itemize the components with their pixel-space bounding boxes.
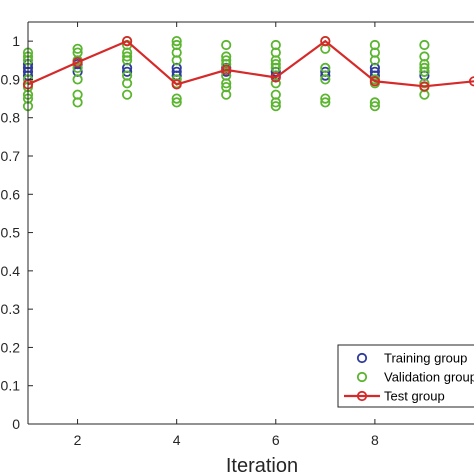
data-point bbox=[419, 78, 430, 89]
data-point bbox=[171, 93, 182, 104]
axes bbox=[27, 21, 474, 425]
data-point bbox=[72, 97, 83, 108]
test-group-line bbox=[27, 39, 474, 88]
data-point bbox=[320, 97, 331, 108]
data-point bbox=[72, 57, 83, 68]
data-point bbox=[419, 62, 430, 74]
data-point bbox=[221, 55, 232, 66]
legend: Training group Validation group Test group bbox=[337, 344, 474, 408]
y-tick-label: 0.9 bbox=[1, 71, 21, 87]
data-point bbox=[270, 62, 281, 74]
y-tick-label: 0.4 bbox=[1, 263, 21, 279]
data-point bbox=[320, 62, 331, 74]
legend-marker bbox=[356, 352, 368, 364]
data-point bbox=[122, 89, 133, 100]
data-point bbox=[72, 62, 83, 74]
data-point bbox=[122, 78, 133, 89]
data-point bbox=[320, 74, 331, 85]
y-tick-label: 1 bbox=[12, 33, 20, 49]
legend-label: Training group bbox=[384, 351, 467, 366]
data-point bbox=[419, 81, 430, 92]
x-tick-label: 2 bbox=[74, 432, 82, 448]
data-point bbox=[72, 43, 83, 54]
y-tick-label: 0.7 bbox=[1, 148, 21, 164]
y-tick-label: 0.3 bbox=[1, 301, 21, 317]
data-point bbox=[221, 39, 232, 51]
data-point bbox=[122, 66, 133, 77]
data-point bbox=[369, 97, 380, 108]
legend-marker bbox=[356, 371, 368, 383]
data-point bbox=[72, 74, 83, 85]
data-point bbox=[270, 72, 281, 83]
x-axis-label: Iteration bbox=[226, 455, 298, 474]
data-point bbox=[270, 58, 281, 70]
data-point bbox=[122, 55, 133, 66]
legend-label: Test group bbox=[384, 389, 445, 404]
data-point bbox=[369, 76, 380, 87]
data-point bbox=[320, 93, 331, 104]
data-point bbox=[122, 51, 133, 62]
tick-labels: 2 4 6 8 0 0.1 0.2 0.3 0.4 0.5 0.6 0.7 0.8 0.9 1 bbox=[1, 33, 379, 448]
data-point bbox=[419, 39, 430, 51]
data-point bbox=[171, 79, 182, 90]
y-tick-label: 0 bbox=[12, 416, 20, 432]
data-point bbox=[320, 35, 331, 47]
data-point bbox=[221, 89, 232, 100]
data-point bbox=[221, 64, 232, 76]
data-point bbox=[270, 97, 281, 108]
y-tick-label: 0.5 bbox=[1, 225, 21, 241]
y-tick-label: 0.8 bbox=[1, 110, 21, 126]
data-point bbox=[221, 78, 232, 89]
data-point bbox=[270, 101, 281, 112]
data-point bbox=[270, 78, 281, 89]
x-tick-label: 6 bbox=[272, 432, 280, 448]
data-point bbox=[122, 35, 133, 47]
legend-marker bbox=[356, 390, 368, 402]
y-tick-label: 0.1 bbox=[1, 378, 21, 394]
legend-label: Validation group bbox=[384, 370, 474, 385]
data-point bbox=[171, 35, 182, 47]
data-point bbox=[221, 58, 232, 70]
x-tick-label: 8 bbox=[371, 432, 379, 448]
data-point bbox=[419, 66, 430, 77]
data-point bbox=[369, 55, 380, 66]
data-point bbox=[369, 101, 380, 112]
y-tick-label: 0.2 bbox=[1, 339, 21, 355]
data-point bbox=[171, 55, 182, 66]
y-tick-label: 0.6 bbox=[1, 186, 21, 202]
x-tick-label: 4 bbox=[173, 432, 181, 448]
data-point bbox=[171, 97, 182, 108]
